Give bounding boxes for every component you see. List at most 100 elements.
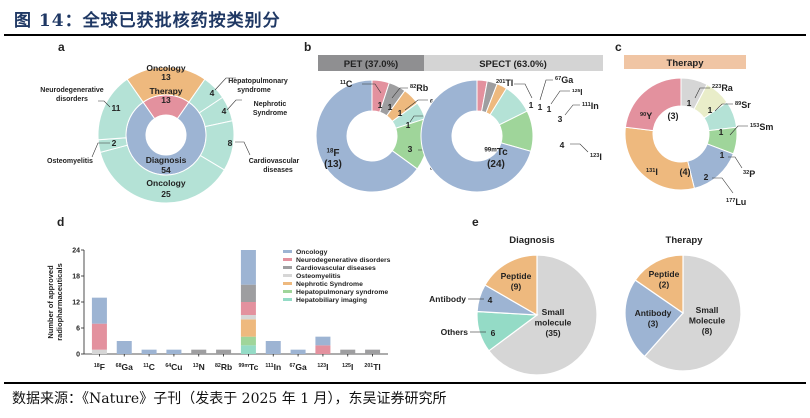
legend-item: Hepatopulmonary syndrome — [296, 289, 388, 296]
label-hepatopulmonary-line2: syndrome — [237, 87, 271, 94]
label-99mTc-mass: 99m — [484, 147, 497, 154]
pie-slice-small-molecule — [643, 254, 742, 372]
bar-segment-oncology — [240, 250, 256, 285]
label-90Y: 90Y — [640, 111, 652, 121]
pie-label: Small — [542, 307, 565, 317]
label-82Rb-mass: 82 — [410, 84, 416, 90]
pie-label: Antibody — [635, 308, 672, 318]
x-tick-label: 125I — [342, 362, 353, 372]
pie-label: Peptide — [649, 269, 680, 279]
pie-label: (2) — [659, 280, 670, 290]
x-tick-label-mass: 99m — [238, 363, 249, 369]
panel-a-sunburst — [97, 66, 235, 204]
bar-segment-oncology — [116, 341, 132, 354]
label-neurodegenerative-line1: Neurodegenerative — [40, 87, 104, 94]
value-90Y: (3) — [668, 111, 679, 121]
value-131I: (4) — [680, 167, 691, 177]
x-tick-label-element: Cu — [171, 362, 182, 372]
legend-item: Oncology — [296, 249, 328, 256]
leader-line — [570, 143, 589, 153]
figure-title: 图 14：全球已获批核药按类别分 — [14, 11, 281, 31]
x-tick-label-mass: 68 — [116, 363, 122, 369]
pie-callout-others: Others — [441, 327, 469, 337]
value-cardiovascular: 8 — [228, 138, 233, 148]
x-tick-label: 123I — [317, 362, 328, 372]
spect-header-label: SPECT (63.0%) — [479, 59, 547, 70]
bar-segment-oncology — [166, 349, 182, 354]
pet-header-bar — [318, 55, 424, 71]
label-67Ga-element: Ga — [561, 75, 574, 85]
slice-18F — [315, 79, 419, 193]
x-tick-label-element: I — [326, 362, 328, 372]
value-64Cu: 1 — [398, 108, 403, 118]
value-32P: 1 — [720, 150, 725, 160]
label-89Sr-mass: 89 — [735, 101, 741, 107]
label-131I-element: I — [655, 167, 658, 177]
bar-segment-cardiovascular-diseases — [216, 349, 232, 354]
legend-swatch — [283, 290, 292, 293]
x-tick-label-element: Ga — [122, 362, 134, 372]
x-tick-label-mass: 201 — [364, 363, 373, 369]
label-123I-element: I — [599, 152, 602, 162]
label-osteomyelitis: Osteomyelitis — [47, 158, 93, 165]
pie-title-therapy: Therapy — [666, 235, 704, 246]
label-111In: 111In — [582, 101, 599, 111]
label-11C: 11C — [340, 79, 353, 89]
leader-line — [712, 177, 734, 194]
label-177Lu: 177Lu — [726, 197, 746, 207]
value-68Ga: 3 — [408, 144, 413, 154]
label-32P-element: P — [749, 169, 755, 179]
label-99mTc: 99mTc — [484, 147, 508, 159]
x-tick-label-mass: 18 — [94, 363, 100, 369]
pet-header-label: PET (37.0%) — [344, 59, 398, 70]
label-177Lu-mass: 177 — [726, 198, 735, 204]
label-111In-element: In — [591, 101, 599, 111]
y-axis-label: Number of approvedradiopharmaceuticals — [46, 263, 64, 341]
slice-90Y — [624, 77, 682, 132]
label-153Sm-element: Sm — [759, 122, 773, 132]
legend-item: Osteomyelitis — [296, 273, 341, 280]
slice-131I — [624, 126, 696, 191]
x-tick-label-element: Tc — [249, 362, 259, 372]
panel-label-c: c — [615, 40, 622, 54]
pie-label: Peptide — [501, 271, 532, 281]
source-note: 数据来源：《Nature》子刊（发表于 2025 年 1 月），东吴证券研究所 — [12, 391, 447, 407]
x-tick-label: 201Tl — [364, 362, 380, 372]
legend-swatch — [283, 258, 292, 261]
legend-item: Neurodegenerative disorders — [296, 257, 391, 264]
bar-segment-neurodegenerative-disorders — [91, 323, 107, 350]
leader-line — [539, 79, 553, 101]
label-oncology-therapy: Oncology — [146, 63, 185, 73]
legend-item: Nephrotic Syndrome — [296, 281, 363, 288]
label-201Tl-element: Tl — [505, 78, 513, 88]
label-125I-mass: 125 — [572, 88, 581, 94]
x-tick-label: 99mTc — [238, 362, 258, 372]
legend-item: Hepatobiliary imaging — [296, 297, 367, 304]
x-tick-label-element: Rb — [221, 362, 232, 372]
pie-title-diagnosis: Diagnosis — [509, 235, 554, 246]
legend-swatch — [283, 274, 292, 277]
legend-swatch — [283, 266, 292, 269]
label-125I: 125I — [572, 88, 583, 97]
bar-segment-oncology — [265, 341, 281, 354]
therapy-header-label: Therapy — [667, 58, 705, 69]
x-tick-label-mass: 13 — [193, 363, 199, 369]
label-18F: 18F — [327, 148, 340, 160]
panel-label-a: a — [58, 40, 65, 54]
value-123I: 4 — [560, 140, 565, 150]
label-201Tl-mass: 201 — [496, 79, 505, 85]
panel-label-d: d — [57, 215, 64, 229]
x-tick-label: 11C — [143, 362, 155, 372]
leader-line — [714, 103, 733, 112]
bar-segment-neurodegenerative-disorders — [315, 345, 331, 354]
value-153Sm: 1 — [719, 127, 724, 137]
y-tick-label: 6 — [76, 326, 80, 333]
panel-label-e: e — [472, 215, 479, 229]
value-therapy: 13 — [161, 95, 171, 105]
label-18F-mass: 18 — [327, 148, 334, 155]
bar-segment-hepatopulmonary-syndrome — [240, 336, 256, 346]
